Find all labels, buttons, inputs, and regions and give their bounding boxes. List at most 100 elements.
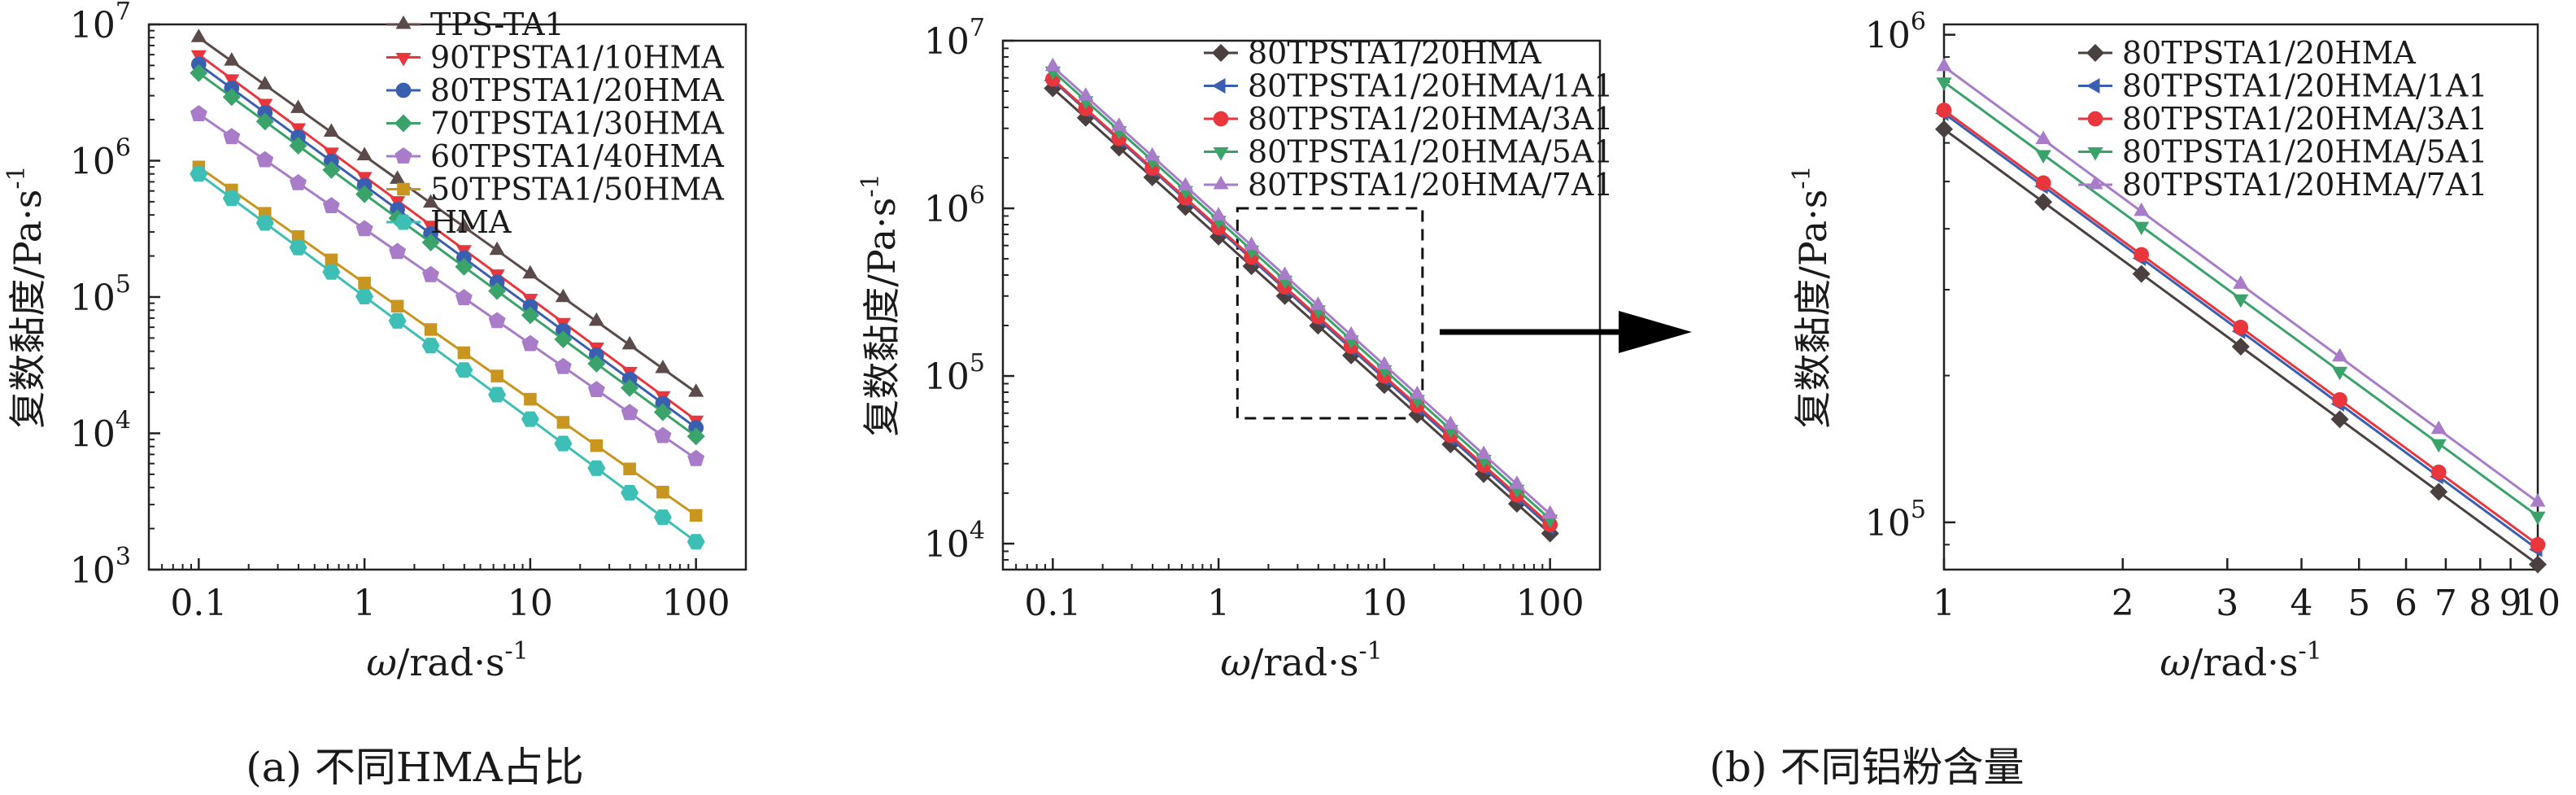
series-80TPSTA1/20HMA/3A1 <box>1936 103 2546 553</box>
x-axis-label: ω/rad·s-1 <box>2160 637 2321 684</box>
y-tick-label: 105 <box>70 270 131 319</box>
data-point <box>587 381 605 397</box>
series-HMA <box>190 166 705 550</box>
legend-label: 80TPSTA1/20HMA/5A1 <box>1248 134 1613 170</box>
legend-label: 80TPSTA1/20HMA/3A1 <box>1248 101 1613 137</box>
series-line <box>1052 87 1551 535</box>
x-tick-label: 5 <box>2347 583 2370 624</box>
data-point <box>2529 555 2547 574</box>
x-axis-symbol: ω <box>366 640 397 684</box>
data-point <box>2134 221 2150 236</box>
data-point <box>2430 483 2448 501</box>
y-tick-exponent: 6 <box>116 134 131 163</box>
x-tick-label: 100 <box>1516 583 1584 624</box>
data-point <box>689 509 703 522</box>
data-point <box>2231 338 2250 356</box>
y-tick-exponent: 6 <box>1911 8 1926 37</box>
series-80TPSTA1/20HMA/7A1 <box>1936 57 2546 507</box>
series-80TPSTA1/20HMA/5A1 <box>1936 77 2546 526</box>
legend-item: 80TPSTA1/20HMA/5A1 <box>2078 134 2487 170</box>
legend-marker <box>394 214 412 230</box>
data-point <box>424 323 438 336</box>
data-point <box>1244 236 1260 251</box>
x-tick-label: 4 <box>2291 583 2313 624</box>
y-tick-exponent: 5 <box>970 349 985 378</box>
series-80TPSTA1/20HMA/7A1 <box>1044 57 1558 519</box>
data-point <box>2530 511 2546 526</box>
legend-label: 90TPSTA1/10HMA <box>430 40 724 76</box>
legend-marker <box>2087 176 2103 190</box>
legend-marker <box>2087 147 2103 161</box>
y-tick-label: 104 <box>924 517 985 566</box>
legend-marker <box>395 15 412 29</box>
legend-label: 60TPSTA1/40HMA <box>430 138 724 174</box>
data-point <box>587 354 606 373</box>
legend-marker <box>1212 44 1230 62</box>
data-point <box>2034 193 2053 212</box>
data-point <box>1144 146 1161 161</box>
data-point <box>1210 207 1227 221</box>
data-point <box>1044 57 1061 72</box>
data-point <box>1542 505 1558 519</box>
series-60TPSTA1/40HMA <box>190 105 705 466</box>
data-point <box>222 88 241 107</box>
series-line <box>1052 78 1551 526</box>
data-point <box>2430 420 2447 435</box>
x-tick-label: 3 <box>2216 583 2238 624</box>
y-tick-exponent: 4 <box>970 517 985 545</box>
data-point <box>190 105 207 121</box>
data-point <box>457 346 471 360</box>
legend-marker <box>394 114 412 133</box>
x-tick-label: 10 <box>508 583 553 624</box>
data-point <box>289 239 307 256</box>
data-point <box>554 435 573 452</box>
data-point <box>224 52 240 66</box>
data-point <box>590 439 604 452</box>
data-point <box>2035 150 2051 164</box>
legend-item: 50TPSTA1/50HMA <box>386 172 724 207</box>
data-point <box>190 166 208 182</box>
series-line <box>198 165 697 517</box>
data-point <box>390 299 404 312</box>
series-line <box>198 53 697 422</box>
y-tick-exponent: 7 <box>116 0 131 26</box>
data-point <box>524 392 537 406</box>
data-point <box>222 190 241 207</box>
legend-marker <box>2086 44 2104 62</box>
series-TPS-TA1 <box>190 28 704 397</box>
y-axis-exponent: -1 <box>856 173 885 197</box>
data-point <box>488 312 506 329</box>
data-point <box>1935 120 1953 138</box>
legend-label: 80TPSTA1/20HMA <box>1248 35 1541 71</box>
x-tick-label: 1 <box>353 583 376 624</box>
data-point <box>1111 117 1127 131</box>
legend-label: 50TPSTA1/50HMA <box>430 172 724 207</box>
legend-item: HMA <box>386 204 512 240</box>
y-axis-exponent: -1 <box>2 165 31 189</box>
legend-marker <box>1213 111 1229 127</box>
y-tick-label: 104 <box>70 407 131 456</box>
series-line <box>198 173 697 544</box>
legend-item: TPS-TA1 <box>386 7 564 42</box>
x-tick-label: 1 <box>1207 583 1230 624</box>
data-point <box>1936 103 1952 118</box>
legend-item: 80TPSTA1/20HMA <box>386 72 724 108</box>
data-point <box>621 335 638 350</box>
legend-marker <box>394 147 412 164</box>
legend-label: 80TPSTA1/20HMA/5A1 <box>2122 134 2487 170</box>
data-point <box>322 264 341 280</box>
legend-item: 80TPSTA1/20HMA/3A1 <box>2078 101 2487 137</box>
data-point <box>554 357 572 374</box>
data-point <box>556 416 570 429</box>
data-point <box>455 257 473 276</box>
data-point <box>423 194 439 208</box>
data-point <box>489 241 505 256</box>
x-tick-label: 0.1 <box>1024 583 1081 624</box>
y-tick-exponent: 3 <box>116 543 131 571</box>
chart-b-zoom: 1 2 3 4 5 6 7 8 910105106ω/rad·s-1复数黏度/Pa·s-180T… <box>1788 8 2561 684</box>
data-point <box>390 170 406 184</box>
series-80TPSTA1/20HMA <box>1935 120 2547 574</box>
series-line <box>198 72 697 438</box>
data-point <box>1277 266 1293 280</box>
x-axis-symbol: ω <box>2160 640 2190 684</box>
